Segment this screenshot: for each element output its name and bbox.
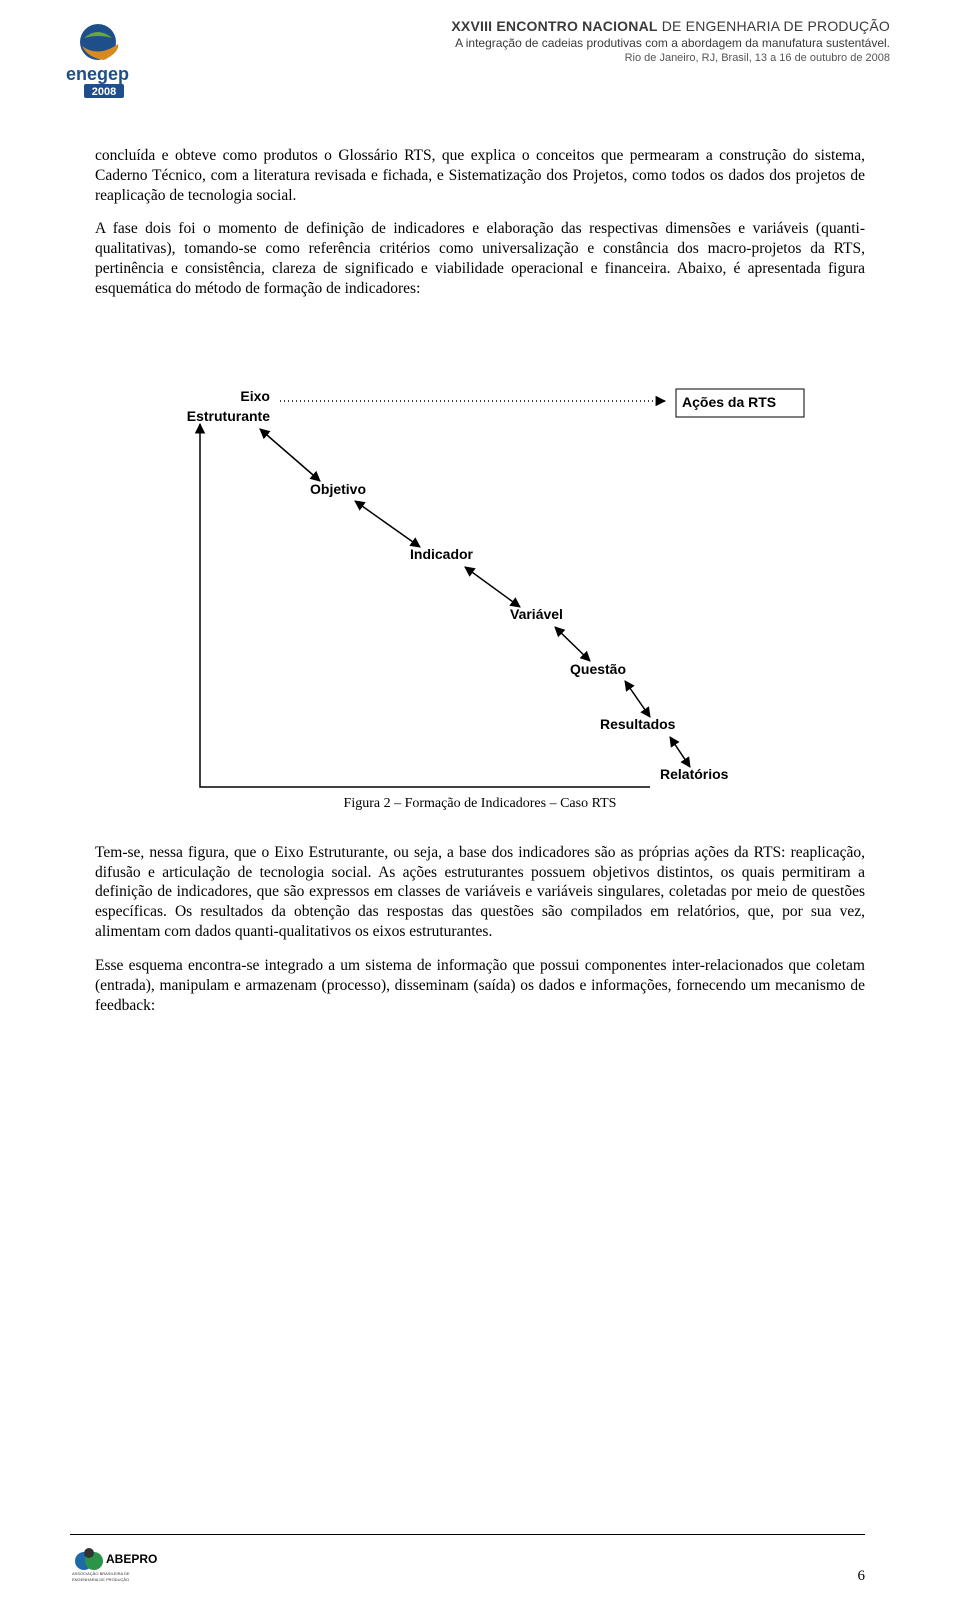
diagram-node-label: Questão: [570, 661, 626, 677]
paragraph-3: Tem-se, nessa figura, que o Eixo Estrutu…: [95, 843, 865, 942]
diagram-edge: [465, 567, 520, 607]
event-title: XXVIII ENCONTRO NACIONAL DE ENGENHARIA D…: [150, 18, 890, 34]
paragraph-2: A fase dois foi o momento de definição d…: [95, 219, 865, 298]
svg-text:ENGENHARIA DE PRODUÇÃO: ENGENHARIA DE PRODUÇÃO: [72, 1577, 129, 1582]
enegep-logo: enegep 2008: [60, 18, 150, 108]
event-title-bold: XXVIII ENCONTRO NACIONAL: [451, 18, 657, 34]
diagram-node-label: Objetivo: [310, 481, 366, 497]
paragraph-1: concluída e obteve como produtos o Gloss…: [95, 146, 865, 205]
event-title-rest: DE ENGENHARIA DE PRODUÇÃO: [658, 18, 890, 34]
diagram-edge: [625, 681, 650, 717]
svg-text:ASSOCIAÇÃO BRASILEIRA DE: ASSOCIAÇÃO BRASILEIRA DE: [72, 1571, 130, 1576]
diagram-node-label: Eixo: [240, 388, 270, 404]
event-location: Rio de Janeiro, RJ, Brasil, 13 a 16 de o…: [150, 52, 890, 64]
diagram-edge: [355, 501, 420, 547]
event-subtitle: A integração de cadeias produtivas com a…: [150, 36, 890, 50]
footer-row: ABEPRO ASSOCIAÇÃO BRASILEIRA DE ENGENHAR…: [70, 1541, 865, 1585]
diagram-node-label: Relatórios: [660, 766, 729, 782]
diagram-edge: [555, 627, 590, 661]
diagram-node-label: Resultados: [600, 716, 676, 732]
diagram-edge: [260, 429, 320, 481]
diagram-node-label: Estruturante: [187, 408, 270, 424]
logo-text: enegep: [66, 64, 129, 84]
diagram-edge: [200, 424, 650, 787]
diagram-node-label: Indicador: [410, 546, 474, 562]
diagram-node-label: Ações da RTS: [682, 394, 776, 410]
paragraph-4: Esse esquema encontra-se integrado a um …: [95, 956, 865, 1015]
diagram-edge: [670, 737, 690, 767]
diagram-svg: Eixo Estruturante Ações da RTS Objetivo Indi…: [130, 369, 830, 809]
page-content: concluída e obteve como produtos o Gloss…: [0, 116, 960, 1069]
page-header: enegep 2008 XXVIII ENCONTRO NACIONAL DE …: [0, 0, 960, 116]
footer-rule: [70, 1534, 865, 1535]
svg-text:ABEPRO: ABEPRO: [106, 1552, 157, 1566]
logo-year: 2008: [92, 86, 116, 98]
page-number: 6: [858, 1568, 866, 1585]
header-text-block: XXVIII ENCONTRO NACIONAL DE ENGENHARIA D…: [150, 18, 890, 64]
page-footer: ABEPRO ASSOCIAÇÃO BRASILEIRA DE ENGENHAR…: [0, 1534, 960, 1585]
diagram-node-label: Variável: [510, 606, 563, 622]
abepro-logo: ABEPRO ASSOCIAÇÃO BRASILEIRA DE ENGENHAR…: [70, 1541, 160, 1585]
diagram-caption: Figura 2 – Formação de Indicadores – Cas…: [95, 795, 865, 813]
diagram-figure: Eixo Estruturante Ações da RTS Objetivo Indi…: [95, 369, 865, 813]
